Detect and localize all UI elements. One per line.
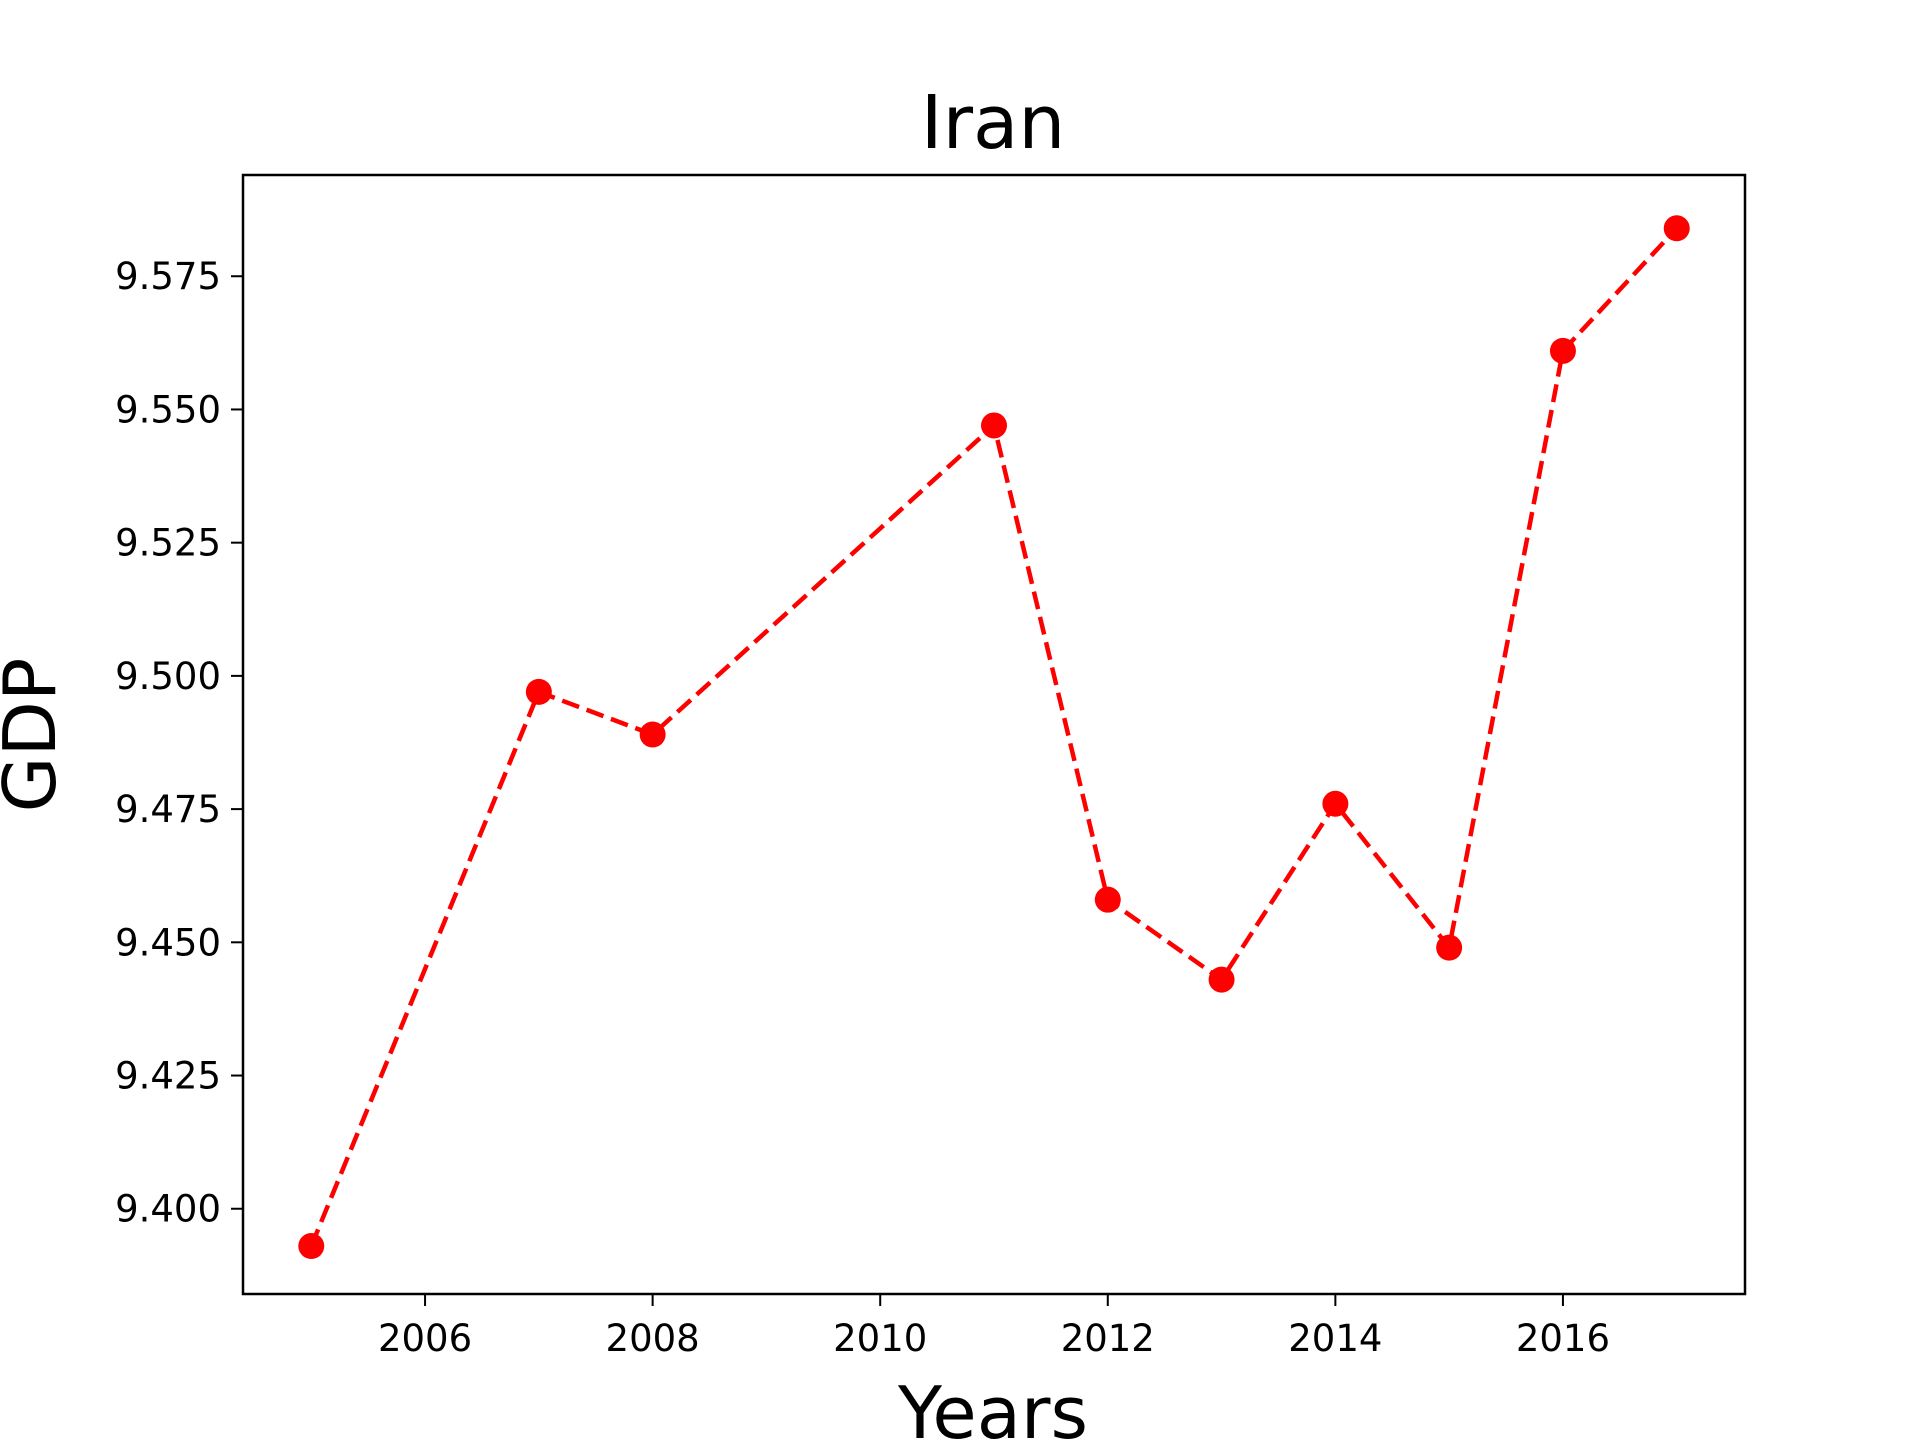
data-point-2014 xyxy=(1322,790,1349,817)
data-point-2013 xyxy=(1208,966,1235,993)
y-tick-label-9.575: 9.575 xyxy=(115,255,221,298)
data-point-2017 xyxy=(1663,215,1690,242)
plot-area: 2006 2008 2010 2012 2014 2016 9.400 9.425 9.450… xyxy=(115,173,1747,1360)
y-tick-label-9.450: 9.450 xyxy=(115,921,221,964)
y-tick-label-9.525: 9.525 xyxy=(115,522,221,565)
y-tick-label-9.500: 9.500 xyxy=(115,655,221,698)
y-tick-label-9.425: 9.425 xyxy=(115,1055,221,1098)
y-axis-label: GDP xyxy=(0,658,72,813)
data-point-2015 xyxy=(1436,934,1463,961)
x-tick-label-2012: 2012 xyxy=(1061,1317,1155,1360)
series-layer xyxy=(298,215,1690,1260)
data-point-2011 xyxy=(981,412,1007,439)
x-axis-ticks: 2006 2008 2010 2012 2014 2016 xyxy=(378,1294,1610,1360)
x-tick-label-2008: 2008 xyxy=(606,1317,700,1360)
series-line-0 xyxy=(309,226,1679,1247)
data-point-2012 xyxy=(1094,886,1121,913)
x-tick-label-2014: 2014 xyxy=(1288,1317,1382,1360)
chart-title: Iran xyxy=(921,80,1066,166)
data-point-2007 xyxy=(525,678,552,705)
data-point-2008 xyxy=(639,721,666,748)
y-tick-label-9.475: 9.475 xyxy=(115,788,221,831)
x-tick-label-2010: 2010 xyxy=(833,1317,927,1360)
data-point-2016 xyxy=(1549,337,1576,364)
plot-frame xyxy=(241,173,1747,1296)
x-tick-label-2006: 2006 xyxy=(378,1317,472,1360)
y-tick-label-9.400: 9.400 xyxy=(115,1188,221,1231)
x-tick-label-2016: 2016 xyxy=(1516,1317,1610,1360)
y-tick-label-9.550: 9.550 xyxy=(115,388,221,431)
data-point-2005 xyxy=(298,1233,325,1260)
y-axis-ticks: 9.400 9.425 9.450 9.475 9.500 9.525 9.550 9.575 xyxy=(115,255,243,1231)
x-axis-label: Years xyxy=(897,1371,1088,1440)
